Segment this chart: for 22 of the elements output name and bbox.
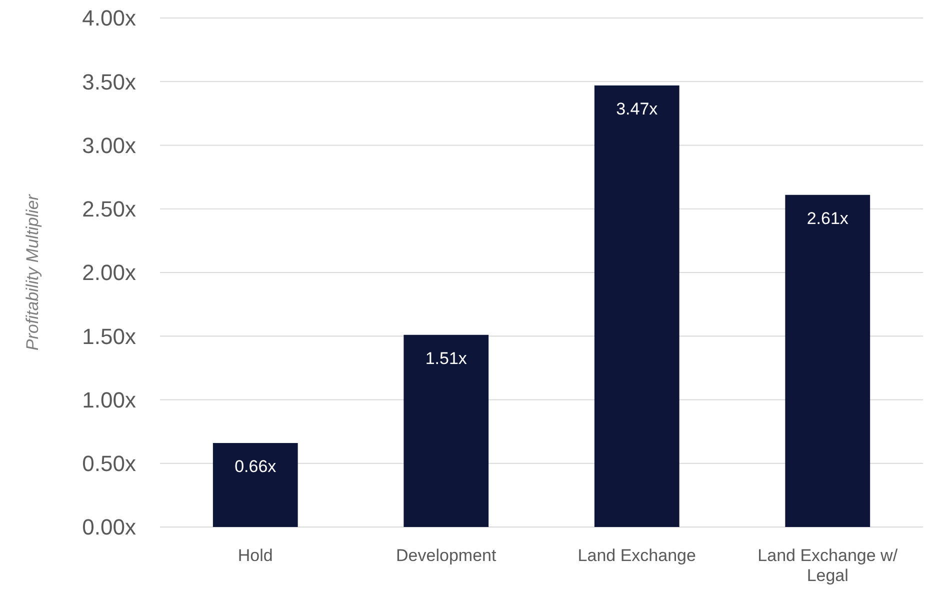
bar [785, 194, 870, 527]
y-tick-label: 4.00x [82, 6, 136, 31]
y-tick-label: 2.00x [82, 260, 136, 286]
y-tick-label: 2.50x [82, 196, 136, 222]
y-tick-label: 1.00x [82, 387, 136, 412]
bar [212, 443, 298, 527]
x-tick-label: Land Exchange w/ Legal [758, 546, 898, 585]
y-tick-label: 1.50x [82, 324, 136, 349]
data-label: 3.47x [616, 99, 658, 118]
data-label: 1.51x [425, 348, 468, 368]
y-axis-title: Profitability Multiplier [23, 193, 42, 350]
data-label: 2.61x [806, 208, 849, 228]
bar [404, 334, 489, 527]
bar [594, 85, 680, 527]
x-tick-label: Land Exchange [578, 546, 696, 565]
y-tick-label: 3.50x [82, 69, 136, 94]
data-label: 0.66x [234, 457, 277, 476]
y-tick-label: 0.00x [82, 514, 136, 540]
y-tick-label: 3.00x [82, 132, 136, 158]
y-tick-label: 0.50x [82, 451, 136, 476]
x-tick-label: Hold [238, 546, 273, 565]
x-tick-label: Development [396, 546, 496, 565]
